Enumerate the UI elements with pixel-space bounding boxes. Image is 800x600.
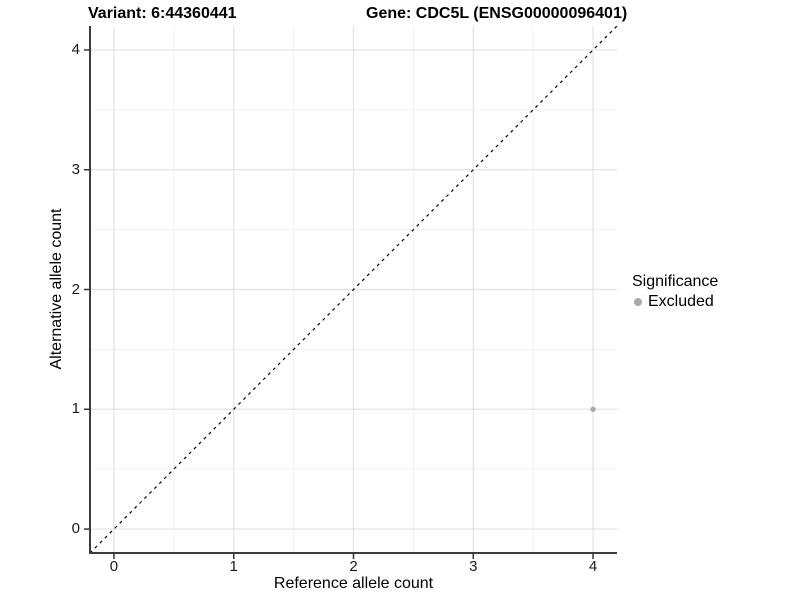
x-tick-label: 2 <box>349 558 358 575</box>
y-tick-label: 3 <box>71 160 80 178</box>
legend-point-swatch <box>634 297 642 306</box>
y-tick-label: 2 <box>71 280 80 298</box>
x-tick-label: 4 <box>588 558 598 575</box>
legend: Significance Excluded <box>632 272 718 311</box>
y-tick-label: 0 <box>71 520 80 538</box>
gene-title: Gene: CDC5L (ENSG00000096401) <box>366 5 628 22</box>
x-axis-title: Reference allele count <box>273 575 434 592</box>
identity-reference-line <box>89 25 618 554</box>
x-tick-label: 1 <box>229 558 238 575</box>
legend-item-label: Excluded <box>648 293 714 310</box>
y-tick-label: 1 <box>71 400 80 418</box>
x-tick-label: 0 <box>109 558 119 575</box>
legend-item: Excluded <box>632 292 718 311</box>
variant-title: Variant: 6:44360441 <box>88 5 237 22</box>
x-tick-label: 3 <box>469 558 478 575</box>
legend-items: Excluded <box>632 292 718 311</box>
legend-title: Significance <box>632 273 719 290</box>
data-point <box>590 406 596 412</box>
y-tick-label: 4 <box>71 40 80 58</box>
